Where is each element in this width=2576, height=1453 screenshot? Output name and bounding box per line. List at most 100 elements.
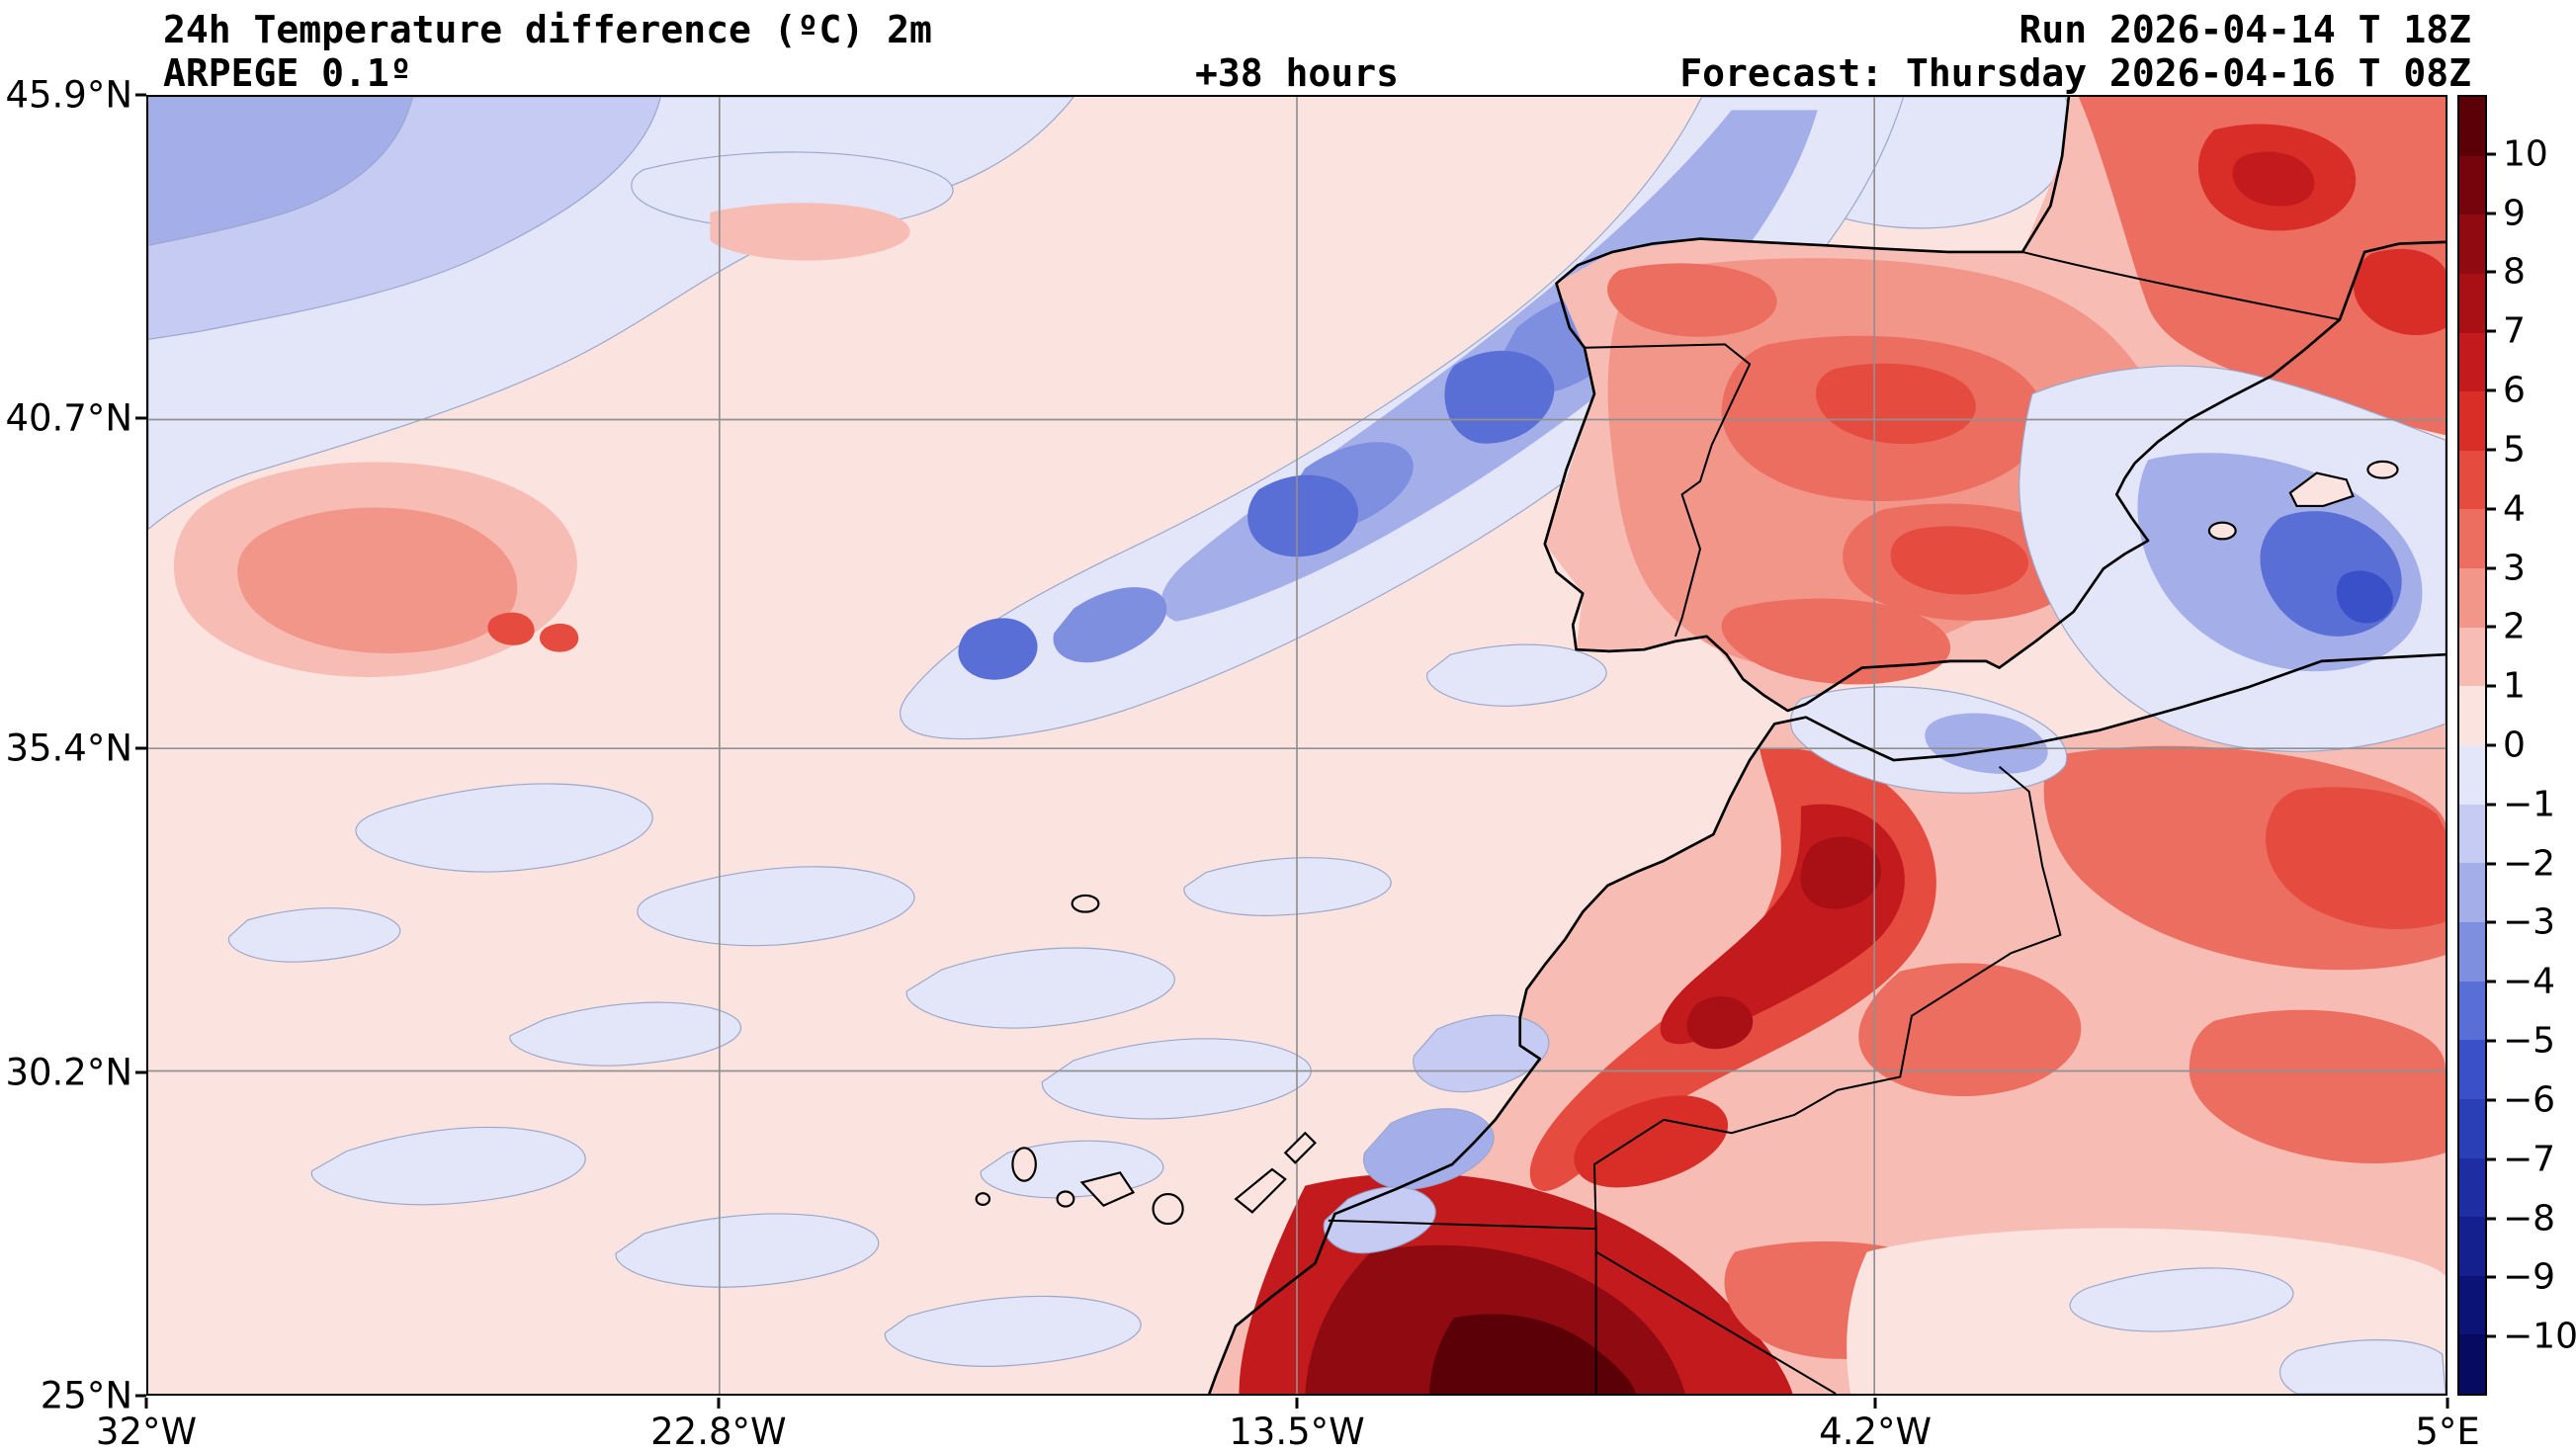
lanzarote-island bbox=[1283, 1131, 1317, 1164]
colorbar-tick-label: −1 bbox=[2503, 784, 2556, 825]
colorbar-tick-mark bbox=[2487, 329, 2496, 333]
lon-tick-mark bbox=[144, 1398, 148, 1409]
colorbar-band bbox=[2459, 1334, 2485, 1395]
colorbar-tick-label: 3 bbox=[2503, 548, 2526, 589]
colorbar-tick-label: −3 bbox=[2503, 901, 2556, 943]
colorbar-band bbox=[2459, 745, 2485, 805]
colorbar-band bbox=[2459, 627, 2485, 687]
lon-tick-label: 22.8°W bbox=[650, 1410, 787, 1453]
colorbar-band bbox=[2459, 1098, 2485, 1158]
colorbar-band bbox=[2459, 686, 2485, 746]
colorbar-band bbox=[2459, 509, 2485, 569]
colorbar-band bbox=[2459, 863, 2485, 922]
morocco-algeria-border bbox=[1592, 765, 2062, 1230]
lon-tick-mark bbox=[2446, 1398, 2449, 1409]
graticule bbox=[148, 97, 2446, 1394]
portugal-spain-border bbox=[1584, 343, 1752, 638]
colorbar-band bbox=[2459, 391, 2485, 451]
colorbar-tick-label: 7 bbox=[2503, 310, 2526, 352]
colorbar-tick-mark bbox=[2487, 566, 2496, 570]
colorbar-tick-mark bbox=[2487, 212, 2496, 215]
lat-tick-label: 40.7°N bbox=[5, 396, 132, 440]
el-hierro-island bbox=[975, 1192, 991, 1206]
colorbar-tick-mark bbox=[2487, 1217, 2496, 1221]
lon-tick-mark bbox=[717, 1398, 721, 1409]
colorbar-tick-label: 5 bbox=[2503, 429, 2526, 470]
lat-tick-label: 30.2°N bbox=[5, 1051, 132, 1094]
colorbar-tick-mark bbox=[2487, 920, 2496, 924]
colorbar-tick-label: 2 bbox=[2503, 606, 2526, 647]
colorbar-tick-mark bbox=[2487, 980, 2496, 983]
colorbar-band bbox=[2459, 450, 2485, 510]
lat-tick-mark bbox=[135, 746, 146, 750]
colorbar-band bbox=[2459, 568, 2485, 628]
colorbar-tick-label: −4 bbox=[2503, 961, 2556, 1002]
colorbar-tick-label: 9 bbox=[2503, 193, 2526, 234]
colorbar-tick-mark bbox=[2487, 388, 2496, 392]
colorbar-tick-label: 10 bbox=[2503, 133, 2548, 175]
colorbar-tick-mark bbox=[2487, 1098, 2496, 1102]
western-red-anomalies bbox=[173, 203, 910, 678]
algeria-mauritania-border bbox=[1595, 1250, 1837, 1394]
lon-tick-mark bbox=[1873, 1398, 1877, 1409]
colorbar-band bbox=[2459, 1040, 2485, 1099]
colorbar-tick-mark bbox=[2487, 1275, 2496, 1279]
colorbar-band bbox=[2459, 981, 2485, 1041]
colorbar-band bbox=[2459, 1157, 2485, 1218]
tenerife-island bbox=[1079, 1171, 1136, 1208]
colorbar-tick-mark bbox=[2487, 743, 2496, 747]
lat-axis: 45.9°N 40.7°N 35.4°N 30.2°N 25°N bbox=[0, 74, 146, 1417]
morocco-coastal-negative-anomalies bbox=[1323, 1014, 1550, 1254]
colorbar-tick-label: −10 bbox=[2503, 1316, 2576, 1357]
colorbar-tick-mark bbox=[2487, 862, 2496, 866]
colorbar-tick-label: −5 bbox=[2503, 1020, 2556, 1062]
colorbar-tick-mark bbox=[2487, 1157, 2496, 1161]
lon-tick-label: 13.5°W bbox=[1229, 1410, 1365, 1453]
colorbar-tick-label: 4 bbox=[2503, 488, 2526, 530]
colorbar-tick-label: −9 bbox=[2503, 1256, 2556, 1298]
western-sahara-border bbox=[1328, 1219, 1596, 1231]
lat-tick-label: 25°N bbox=[40, 1374, 132, 1417]
fuerteventura-island bbox=[1234, 1167, 1287, 1214]
colorbar-band bbox=[2459, 214, 2485, 274]
colorbar-tick-mark bbox=[2487, 507, 2496, 511]
colorbar-band bbox=[2459, 97, 2485, 156]
colorbar-tick-label: 0 bbox=[2503, 725, 2526, 766]
colorbar-tick-mark bbox=[2487, 684, 2496, 688]
colorbar-tick-mark bbox=[2487, 152, 2496, 156]
colorbar-band bbox=[2459, 273, 2485, 333]
colorbar-tick-label: −2 bbox=[2503, 843, 2556, 885]
colorbar-band bbox=[2459, 921, 2485, 982]
colorbar-tick-mark bbox=[2487, 448, 2496, 452]
colorbar-tick-label: 8 bbox=[2503, 251, 2526, 293]
colorbar-band bbox=[2459, 1275, 2485, 1335]
page-title: 24h Temperature difference (ºC) 2m bbox=[163, 8, 932, 51]
model-label: ARPEGE 0.1º bbox=[163, 51, 412, 95]
colorbar-band bbox=[2459, 804, 2485, 864]
colorbar-tick-label: 6 bbox=[2503, 370, 2526, 411]
ibiza-island bbox=[2207, 521, 2237, 541]
lon-tick-mark bbox=[1295, 1398, 1299, 1409]
map-canvas bbox=[148, 97, 2446, 1394]
lat-tick-mark bbox=[135, 416, 146, 420]
iberia-france-coastline bbox=[1543, 97, 2446, 713]
lon-axis: 32°W 22.8°W 13.5°W 4.2°W 5°E bbox=[96, 1398, 2480, 1453]
coastlines bbox=[1208, 97, 2446, 1394]
balearic-islands bbox=[2207, 460, 2399, 541]
lon-tick-label: 32°W bbox=[95, 1410, 198, 1453]
iberia-positive-anomalies bbox=[1607, 258, 2171, 685]
spain-france-border bbox=[2021, 250, 2341, 321]
canary-islands bbox=[975, 1131, 1317, 1226]
colorbar-band bbox=[2459, 332, 2485, 392]
colorbar-tick-label: 1 bbox=[2503, 665, 2526, 707]
colorbar-tick-label: −8 bbox=[2503, 1198, 2556, 1239]
lat-tick-mark bbox=[135, 1070, 146, 1074]
colorbar-tick-mark bbox=[2487, 1334, 2496, 1338]
lat-tick-label: 35.4°N bbox=[5, 726, 132, 770]
madeira-island bbox=[1071, 894, 1100, 913]
forecast-label: Forecast: Thursday 2026-04-16 T 08Z bbox=[1679, 51, 2471, 95]
colorbar-tick-mark bbox=[2487, 1039, 2496, 1043]
la-palma-island bbox=[1011, 1147, 1037, 1182]
country-borders bbox=[1328, 250, 2341, 1394]
mediterranean-negative-anomalies bbox=[1790, 365, 2446, 1394]
